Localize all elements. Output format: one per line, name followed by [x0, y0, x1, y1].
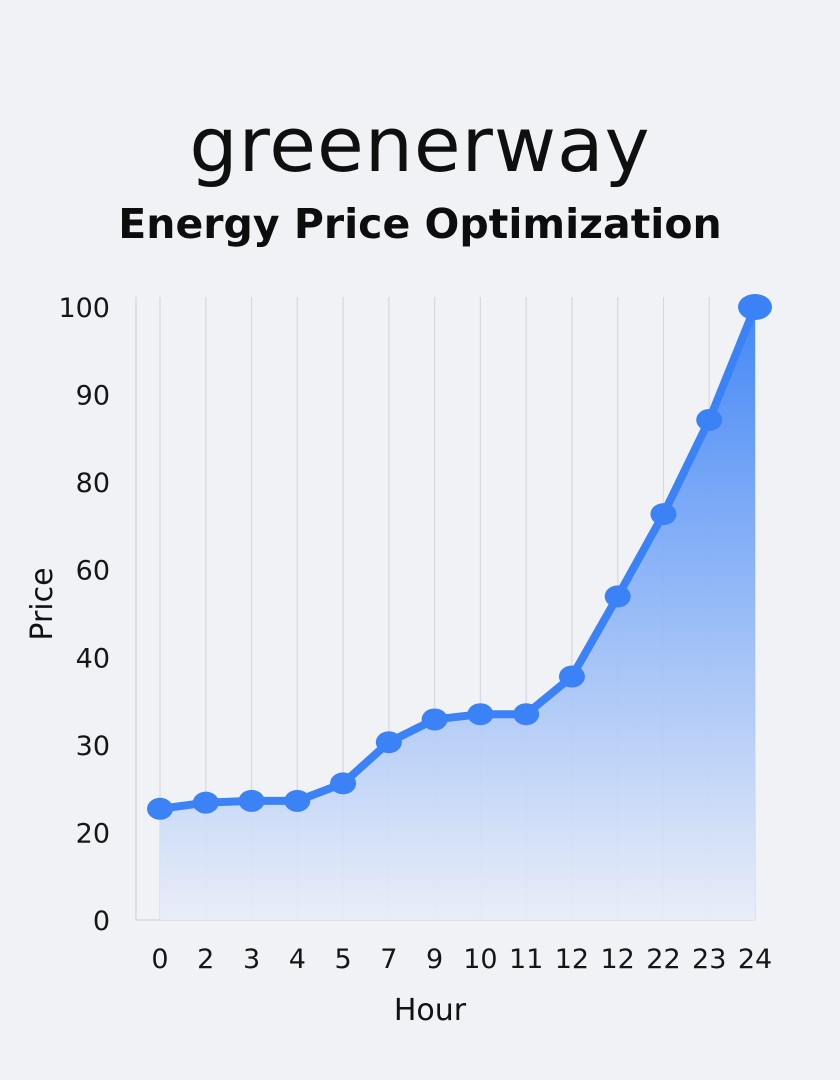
x-axis-label: Hour	[394, 993, 467, 1028]
data-point	[192, 791, 219, 814]
y-axis-label: Price	[25, 567, 60, 640]
y-tick-label: 40	[76, 643, 110, 674]
x-tick-label: 24	[738, 944, 772, 975]
x-tick-label: 10	[463, 944, 497, 975]
x-tick-label: 22	[646, 944, 680, 975]
y-tick-label: 30	[76, 731, 110, 762]
data-point	[696, 408, 723, 431]
data-point	[375, 731, 402, 754]
y-tick-label: 20	[76, 818, 110, 849]
x-tick-label: 12	[601, 944, 635, 975]
y-tick-label: 60	[76, 556, 110, 587]
data-point	[467, 703, 494, 726]
x-tick-label: 0	[151, 944, 168, 975]
page-title: Energy Price Optimization	[118, 200, 722, 248]
y-tick-label: 90	[76, 381, 110, 412]
x-tick-label: 9	[426, 944, 443, 975]
data-point	[284, 789, 311, 812]
data-point	[558, 665, 585, 688]
data-point	[604, 585, 631, 608]
data-point	[147, 797, 173, 820]
data-point	[513, 703, 540, 726]
x-tick-label: 23	[692, 944, 726, 975]
data-point	[421, 708, 448, 731]
y-tick-label: 100	[58, 293, 110, 324]
data-point	[238, 789, 265, 812]
y-tick-label: 80	[76, 468, 110, 499]
x-tick-label: 2	[197, 944, 214, 975]
x-tick-label: 5	[334, 944, 351, 975]
data-point	[330, 772, 357, 795]
x-tick-label: 7	[380, 944, 397, 975]
y-tick-label: 0	[93, 906, 110, 937]
x-tick-label: 3	[243, 944, 260, 975]
x-tick-label: 4	[289, 944, 306, 975]
brand-logo: greenerway	[189, 100, 651, 189]
area-fill	[160, 307, 755, 920]
x-tick-label: 11	[509, 944, 543, 975]
data-point	[738, 294, 772, 320]
data-point	[650, 503, 677, 526]
x-tick-label: 12	[555, 944, 589, 975]
